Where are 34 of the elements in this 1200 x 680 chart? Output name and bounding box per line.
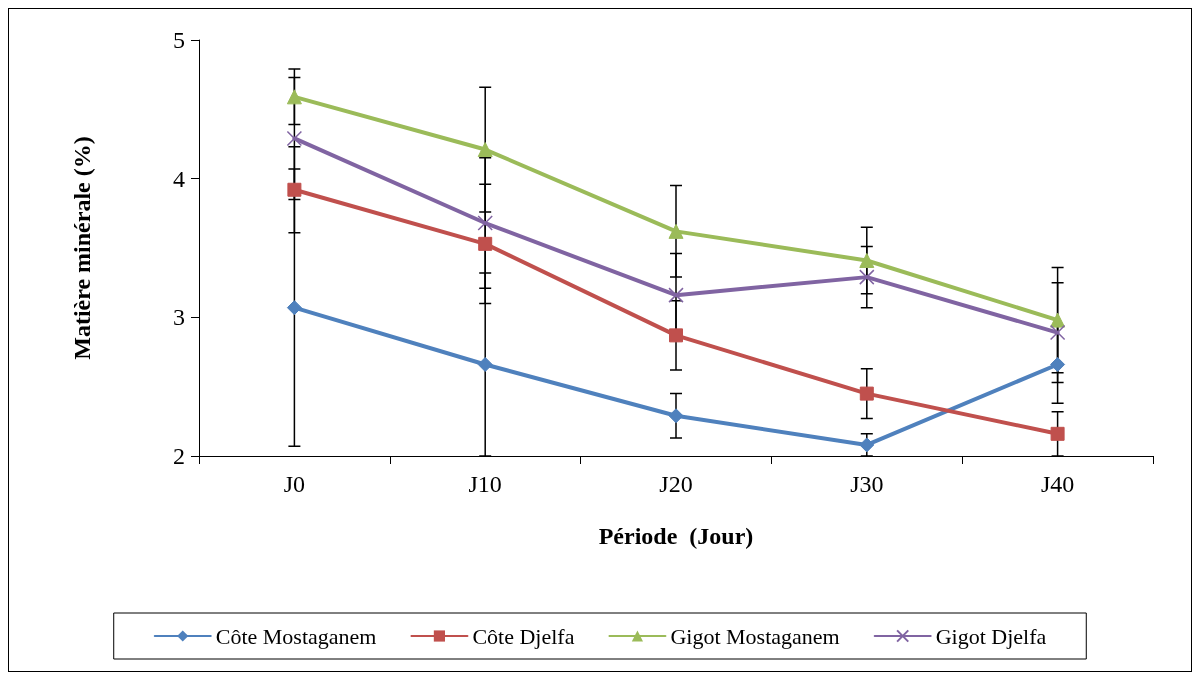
point [668, 287, 684, 303]
point [668, 408, 684, 424]
x-axis-title: Période (Jour) [598, 523, 754, 549]
y-tick-label: 4 [173, 165, 185, 192]
point [478, 236, 493, 251]
legend-label: Gigot Djelfa [935, 623, 1047, 649]
point [287, 182, 302, 197]
point [859, 269, 875, 285]
y-tick-label: 3 [173, 304, 185, 331]
point [1050, 356, 1066, 372]
point [1050, 312, 1066, 328]
point [477, 215, 493, 231]
point [286, 89, 302, 105]
legend-label: Côte Djelfa [472, 623, 575, 649]
point [859, 252, 875, 268]
y-axis-title: Matière minérale (%) [69, 136, 95, 360]
point [477, 356, 493, 372]
point [1050, 426, 1065, 441]
x-tick-label: J20 [659, 471, 693, 497]
x-tick-label: J0 [283, 471, 306, 497]
point [286, 300, 302, 316]
y-tick-label: 5 [173, 27, 185, 53]
point [1049, 324, 1066, 341]
legend-label: Côte Mostaganem [215, 623, 377, 649]
point [477, 142, 493, 158]
point [286, 130, 303, 147]
x-tick-label: J30 [850, 471, 884, 497]
point [859, 386, 874, 401]
x-tick-label: J40 [1040, 471, 1075, 497]
x-tick-label: J10 [468, 471, 502, 497]
point [669, 328, 683, 343]
point [668, 223, 684, 239]
legend-label: Gigot Mostaganem [670, 623, 840, 649]
y-tick-label: 2 [173, 443, 185, 469]
